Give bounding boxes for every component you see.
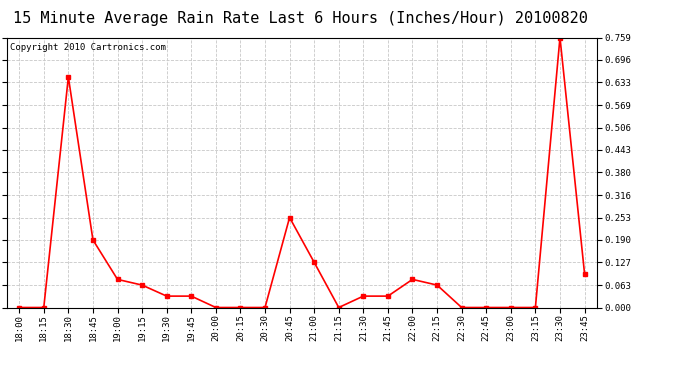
Text: 15 Minute Average Rain Rate Last 6 Hours (Inches/Hour) 20100820: 15 Minute Average Rain Rate Last 6 Hours… <box>12 11 588 26</box>
Text: Copyright 2010 Cartronics.com: Copyright 2010 Cartronics.com <box>10 43 166 52</box>
